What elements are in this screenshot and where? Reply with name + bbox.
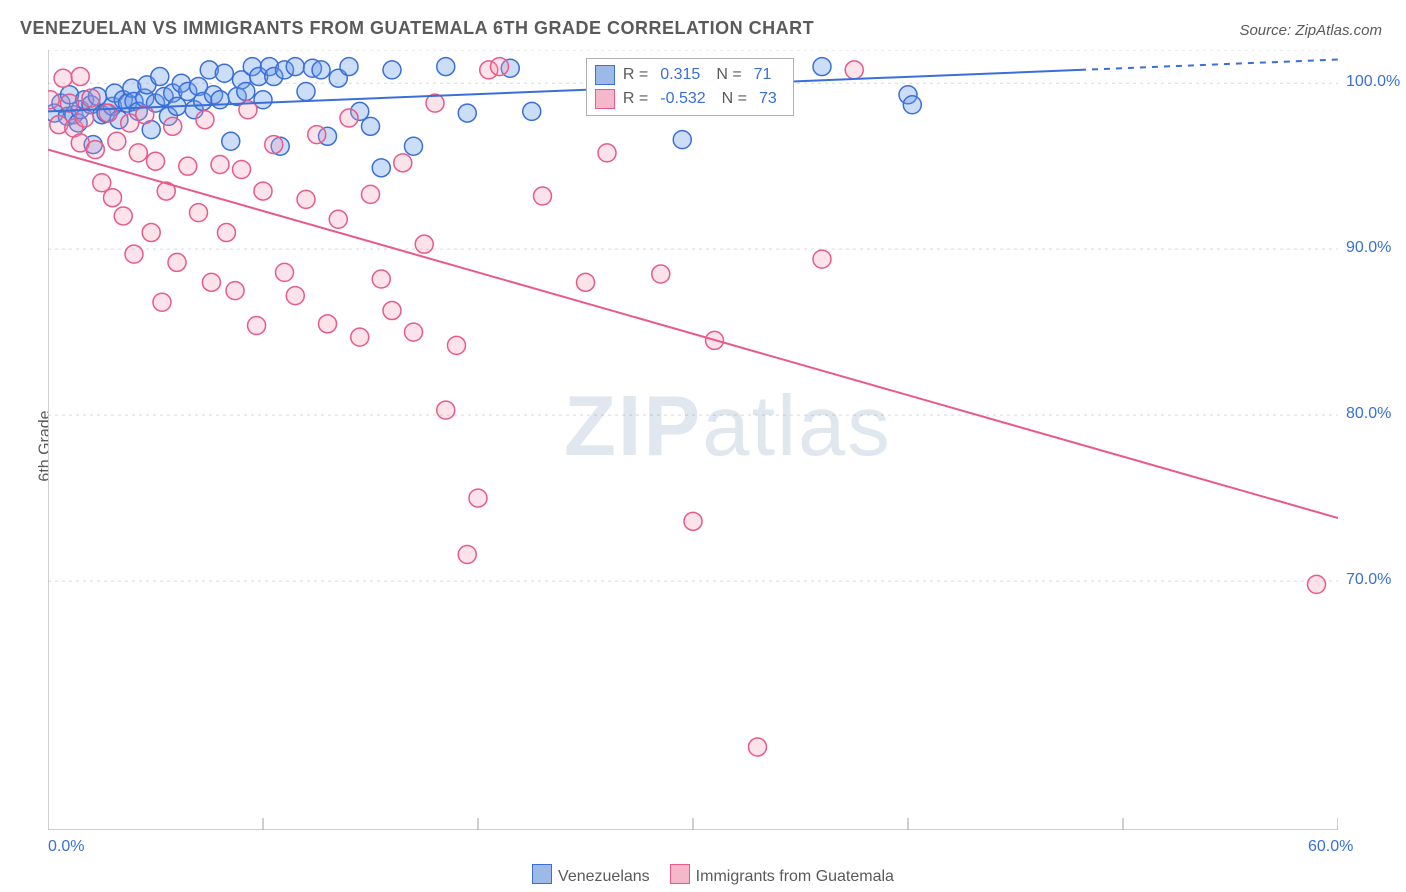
bottom-legend-swatch: [670, 864, 690, 884]
legend-n-label: N =: [716, 63, 741, 87]
legend-n-value: 73: [759, 87, 777, 111]
legend-swatch: [595, 89, 615, 109]
legend-row: R = 0.315 N = 71: [595, 63, 785, 87]
x-tick-label: 0.0%: [48, 838, 84, 856]
bottom-legend-label: Immigrants from Guatemala: [696, 868, 894, 885]
legend-n-value: 71: [754, 63, 772, 87]
legend-swatch: [595, 65, 615, 85]
y-tick-label: 90.0%: [1346, 239, 1391, 257]
bottom-legend: Venezuelans Immigrants from Guatemala: [0, 864, 1406, 886]
legend-box: R = 0.315 N = 71 R = -0.532 N = 73: [586, 58, 794, 116]
y-tick-label: 80.0%: [1346, 405, 1391, 423]
legend-r-label: R =: [623, 63, 648, 87]
legend-row: R = -0.532 N = 73: [595, 87, 785, 111]
chart-svg: [48, 50, 1338, 830]
bottom-legend-swatch: [532, 864, 552, 884]
legend-n-label: N =: [722, 87, 747, 111]
x-tick-label: 60.0%: [1308, 838, 1353, 856]
bottom-legend-label: Venezuelans: [558, 868, 650, 885]
chart-title: VENEZUELAN VS IMMIGRANTS FROM GUATEMALA …: [20, 18, 814, 39]
plot-area: ZIPatlas R =0.315N =71R =-0.532N =73 70.…: [48, 50, 1338, 830]
y-tick-label: 70.0%: [1346, 571, 1391, 589]
y-tick-label: 100.0%: [1346, 73, 1400, 91]
legend-r-label: R =: [623, 87, 648, 111]
source-label: Source: ZipAtlas.com: [1239, 22, 1382, 39]
legend-r-value: 0.315: [660, 63, 700, 87]
legend-r-value: -0.532: [660, 87, 705, 111]
